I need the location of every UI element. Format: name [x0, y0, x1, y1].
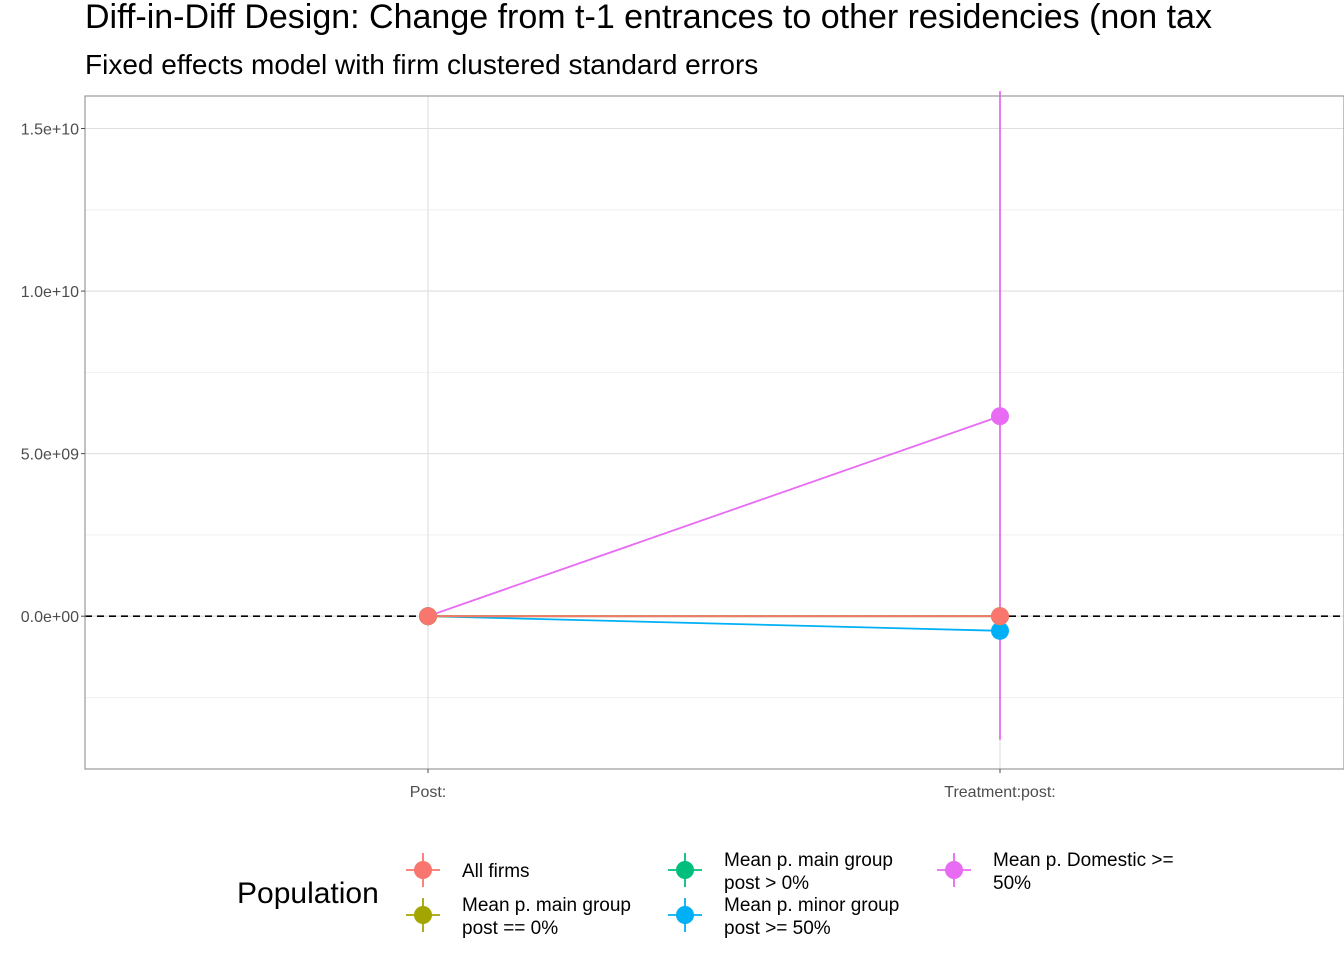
chart-subtitle: Fixed effects model with firm clustered …	[85, 49, 758, 80]
y-axis-ticks: 0.0e+00 5.0e+09 1.0e+10 1.5e+10	[21, 122, 85, 626]
legend-label: Mean p. main group	[462, 895, 631, 916]
y-tick-label: 5.0e+09	[21, 447, 79, 464]
data-point	[991, 407, 1009, 426]
legend-item: All firms	[406, 853, 530, 887]
x-tick-label: Treatment:post:	[944, 784, 1055, 801]
legend-label: Mean p. main group	[724, 850, 893, 871]
x-axis-ticks: Post: Treatment:post:	[410, 769, 1056, 801]
legend-title: Population	[237, 877, 379, 910]
chart-title: Diff-in-Diff Design: Change from t-1 ent…	[85, 0, 1212, 36]
legend-key-point	[676, 861, 694, 879]
legend-key-point	[414, 861, 432, 879]
data-point	[991, 607, 1009, 626]
legend-label: post == 0%	[462, 918, 558, 939]
legend-key-point	[945, 861, 963, 879]
legend-label: Mean p. Domestic >=	[993, 850, 1174, 871]
data-point	[991, 621, 1009, 640]
data-point	[419, 607, 437, 626]
series-group	[427, 615, 1001, 632]
series-layer	[419, 91, 1009, 740]
y-tick-label: 1.0e+10	[21, 284, 79, 301]
series-line	[427, 415, 1001, 618]
legend-label: All firms	[462, 861, 530, 882]
legend-key-point	[414, 906, 432, 924]
x-tick-label: Post:	[410, 784, 446, 801]
plot-panel-border	[84, 95, 1344, 770]
legend-key-point	[676, 906, 694, 924]
legend-label: post > 0%	[724, 873, 809, 894]
y-tick-label: 1.5e+10	[21, 122, 79, 139]
grid	[85, 96, 1344, 769]
legend-label: 50%	[993, 873, 1031, 894]
series-group	[427, 91, 1001, 740]
series-line	[427, 615, 1001, 632]
legend-label: post >= 50%	[724, 918, 831, 939]
y-tick-label: 0.0e+00	[21, 609, 79, 626]
legend-label: Mean p. minor group	[724, 895, 899, 916]
legend-item: Mean p. Domestic >=50%	[937, 850, 1174, 894]
